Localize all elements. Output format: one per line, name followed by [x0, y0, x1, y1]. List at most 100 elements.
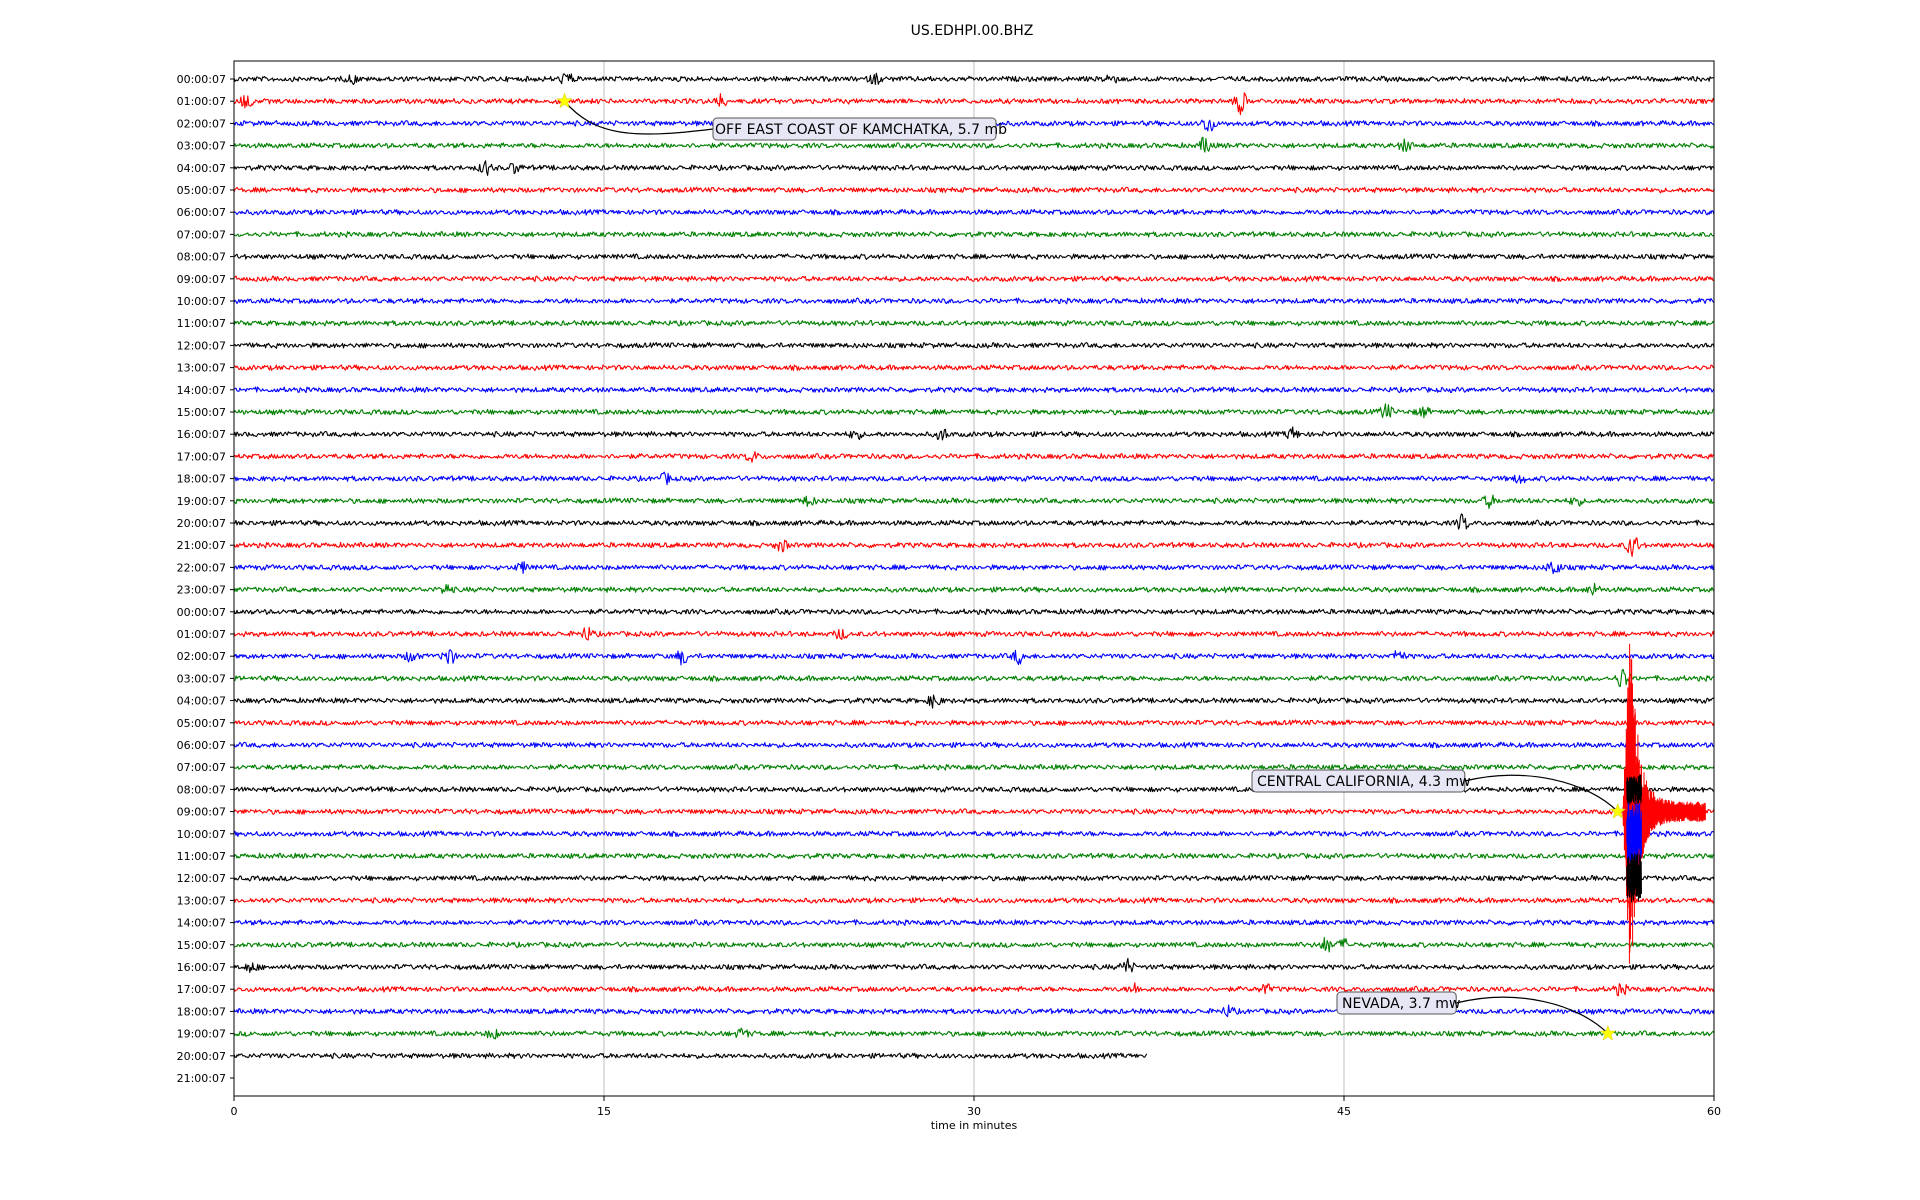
- quake-waveform-overlap: [1626, 774, 1642, 805]
- seismic-trace: [233, 957, 1715, 973]
- x-grid: [603, 61, 1345, 1096]
- seismic-trace: [233, 1027, 1715, 1040]
- seismic-trace: [233, 537, 1715, 557]
- row-label: 10:00:07: [177, 295, 226, 308]
- seismic-trace: [233, 451, 1715, 463]
- x-tick-label: 30: [967, 1105, 981, 1118]
- seismic-trace: [233, 852, 1715, 860]
- seismic-trace: [233, 513, 1715, 530]
- seismic-trace: [233, 253, 1715, 261]
- seismic-trace: [233, 582, 1715, 596]
- event-annotations: OFF EAST COAST OF KAMCHATKA, 5.7 mb CENTR…: [556, 92, 1627, 1041]
- seismic-trace: [233, 471, 1714, 486]
- event-star-marker: [1599, 1024, 1617, 1041]
- x-tick-label: 15: [597, 1105, 611, 1118]
- row-label: 05:00:07: [177, 184, 226, 197]
- row-label: 11:00:07: [177, 850, 226, 863]
- seismic-trace: [233, 231, 1715, 238]
- row-label: 07:00:07: [177, 228, 226, 241]
- x-axis-label: time in minutes: [931, 1119, 1018, 1132]
- event-label-box: [1251, 769, 1466, 793]
- event-star-marker: [1609, 802, 1627, 819]
- row-label: 12:00:07: [177, 872, 226, 885]
- row-label: 18:00:07: [177, 1005, 226, 1018]
- row-label: 19:00:07: [177, 1028, 226, 1041]
- event-label: OFF EAST COAST OF KAMCHATKA, 5.7 mb: [715, 122, 1007, 138]
- row-label: 20:00:07: [177, 517, 226, 530]
- row-label: 01:00:07: [177, 95, 226, 108]
- seismic-trace: [233, 1052, 1148, 1060]
- row-label: 22:00:07: [177, 561, 226, 574]
- row-label: 21:00:07: [177, 539, 226, 552]
- event-label-box: [1336, 991, 1457, 1015]
- row-label: 14:00:07: [177, 917, 226, 930]
- seismic-trace: [233, 897, 1715, 904]
- seismic-trace: [233, 719, 1715, 727]
- seismic-trace: [233, 494, 1715, 510]
- row-label: 21:00:07: [177, 1072, 226, 1085]
- row-label: 20:00:07: [177, 1050, 226, 1063]
- event-leader-line: [564, 100, 714, 135]
- seismic-trace: [233, 136, 1715, 153]
- event-star-marker: [556, 92, 573, 109]
- row-label: 01:00:07: [177, 628, 226, 641]
- row-label: 07:00:07: [177, 761, 226, 774]
- event-leader-line: [1464, 774, 1619, 813]
- seismic-trace: [233, 386, 1715, 394]
- seismic-trace: [233, 319, 1715, 327]
- seismic-trace: [233, 275, 1715, 283]
- row-label: 23:00:07: [177, 584, 226, 597]
- x-axis-ticks: 0 15 30 45 60: [231, 1096, 1721, 1118]
- row-label: 12:00:07: [177, 339, 226, 352]
- row-label: 02:00:07: [177, 117, 226, 130]
- row-label: 15:00:07: [177, 939, 226, 952]
- row-label: 08:00:07: [177, 251, 226, 264]
- event-label: CENTRAL CALIFORNIA, 4.3 mw: [1257, 774, 1471, 790]
- row-label: 08:00:07: [177, 783, 226, 796]
- row-label: 10:00:07: [177, 828, 226, 841]
- row-label: 15:00:07: [177, 406, 226, 419]
- x-tick-label: 45: [1337, 1105, 1351, 1118]
- x-tick-label: 60: [1707, 1105, 1721, 1118]
- quake-waveform-overlap: [1626, 799, 1642, 869]
- seismic-trace: [233, 763, 1715, 771]
- row-label: 09:00:07: [177, 273, 226, 286]
- seismic-trace: [233, 982, 1715, 997]
- seismic-trace: [233, 342, 1715, 349]
- seismic-trace: [233, 426, 1715, 441]
- seismic-trace: [233, 830, 1715, 838]
- row-labels: 00:00:07 01:00:07 02:00:07 03:00:07 04:00:07…: [177, 73, 234, 1085]
- row-label: 16:00:07: [177, 428, 226, 441]
- row-label: 04:00:07: [177, 162, 226, 175]
- row-label: 16:00:07: [177, 961, 226, 974]
- seismic-trace: [233, 208, 1715, 216]
- seismic-trace: [233, 1004, 1715, 1018]
- row-label: 09:00:07: [177, 806, 226, 819]
- seismic-trace: [233, 786, 1715, 793]
- seismic-trace: [233, 92, 1715, 116]
- row-label: 19:00:07: [177, 495, 226, 508]
- trace-group: [233, 72, 1715, 1060]
- row-label: 17:00:07: [177, 450, 226, 463]
- row-label: 17:00:07: [177, 983, 226, 996]
- seismic-trace: [233, 741, 1715, 749]
- row-label: 06:00:07: [177, 739, 226, 752]
- event-label-box: [712, 117, 997, 141]
- row-label: 00:00:07: [177, 73, 226, 86]
- event-leader-line: [1456, 996, 1609, 1035]
- row-label: 13:00:07: [177, 362, 226, 375]
- x-tick-label: 0: [231, 1105, 238, 1118]
- row-label: 02:00:07: [177, 650, 226, 663]
- seismic-trace: [233, 160, 1715, 176]
- row-label: 03:00:07: [177, 140, 226, 153]
- seismic-trace: [233, 297, 1715, 305]
- seismic-trace: [233, 403, 1715, 419]
- seismic-trace: [233, 874, 1715, 882]
- seismic-trace: [233, 72, 1715, 86]
- row-label: 06:00:07: [177, 206, 226, 219]
- row-label: 04:00:07: [177, 695, 226, 708]
- row-label: 18:00:07: [177, 473, 226, 486]
- row-label: 00:00:07: [177, 606, 226, 619]
- seismic-trace: [233, 668, 1715, 687]
